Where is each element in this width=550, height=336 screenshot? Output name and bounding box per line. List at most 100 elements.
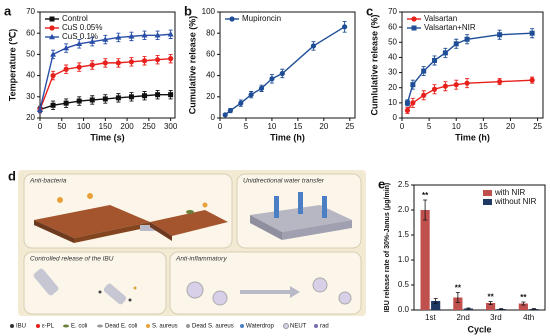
y-tick-label: 20 <box>206 92 215 101</box>
marker <box>76 98 82 104</box>
marker <box>497 32 503 38</box>
legend-label: S. aureus <box>152 324 178 330</box>
y-tick-label: 60 <box>388 22 397 31</box>
x-tick-label: 10 <box>452 122 461 131</box>
x-tick-label: 50 <box>57 122 66 131</box>
fiber <box>103 283 127 305</box>
legend-label: CuS 0.05% <box>62 23 102 32</box>
x-axis-label: Time (s) <box>90 132 124 142</box>
arrow <box>322 196 327 218</box>
arrow <box>274 196 279 218</box>
legend-label: Valsartan+NIR <box>424 23 476 32</box>
x-tick-label: 0 <box>218 122 223 131</box>
x-tick-label: 20 <box>506 122 515 131</box>
y-axis-label: Cumlulative release (%) <box>369 14 379 115</box>
bar <box>518 303 528 310</box>
y-tick-label: 70 <box>26 7 35 16</box>
marker <box>453 41 459 47</box>
legend-label: Waterdrop <box>246 324 274 330</box>
marker <box>310 43 317 49</box>
arrow <box>240 286 300 298</box>
panel-label: b <box>184 3 192 18</box>
legend-marker <box>411 16 417 22</box>
marker <box>142 93 148 99</box>
bar <box>486 303 496 310</box>
error-bar <box>488 301 493 305</box>
annotation: ** <box>455 284 462 293</box>
legend-marker <box>49 33 55 40</box>
marker <box>76 40 83 46</box>
y-tick-label: 2.5 <box>398 180 410 189</box>
series-line <box>224 26 345 116</box>
legend-label: ε-PL <box>42 324 55 330</box>
fabric <box>150 222 172 241</box>
x-tick-label: 250 <box>142 122 156 131</box>
y-tick-label: 30 <box>26 92 35 101</box>
legend-label: without NIR <box>494 197 537 206</box>
y-tick-label: 1.5 <box>398 230 410 239</box>
marker <box>453 82 459 88</box>
y-tick-label: 30 <box>388 68 397 77</box>
marker <box>167 31 174 37</box>
legend-label: IBU <box>16 324 26 330</box>
panel-label: c <box>366 3 373 18</box>
legend-swatch <box>483 199 492 205</box>
marker <box>432 57 438 63</box>
x-tick-label: 5 <box>244 122 249 131</box>
y-tick-label: 80 <box>206 28 215 37</box>
bacteria <box>87 193 93 199</box>
legend-icon <box>146 324 150 328</box>
y-tick-label: 60 <box>206 50 215 59</box>
box-title: Unidirectional water transfer <box>243 178 325 185</box>
error-bar <box>433 298 438 304</box>
y-axis-label: Temperature (℃) <box>7 29 17 101</box>
y-axis-label: Cumulative release (%) <box>187 16 197 115</box>
y-tick-label: 1.0 <box>398 255 410 264</box>
marker <box>421 92 427 98</box>
marker <box>410 82 416 88</box>
fabric <box>150 210 228 236</box>
y-axis-label: IBU release rate of 30%-Janus (μg/min) <box>384 183 391 313</box>
marker <box>258 85 265 91</box>
x-tick-label: 25 <box>345 122 354 131</box>
cell <box>212 290 228 306</box>
marker <box>50 102 56 108</box>
x-axis-label: Cycle <box>467 324 491 334</box>
legend-icon <box>283 323 289 329</box>
marker <box>442 83 448 89</box>
box-title: Anti-inflammatory <box>175 256 227 263</box>
y-tick-label: 40 <box>206 71 215 80</box>
marker <box>529 77 535 83</box>
marker <box>279 70 285 77</box>
bar <box>420 210 430 310</box>
panel-label: d <box>8 168 16 183</box>
panel-label: a <box>4 3 12 18</box>
annotation: ** <box>422 191 429 200</box>
error-bar <box>499 308 504 310</box>
panel-label: e <box>378 176 385 191</box>
x-axis-label: Time (h) <box>270 132 305 142</box>
x-tick-label: 300 <box>164 122 178 131</box>
marker <box>222 112 228 118</box>
annotation: ** <box>487 293 494 302</box>
x-tick-label: 1st <box>425 313 436 322</box>
bar <box>453 297 463 310</box>
marker <box>154 57 161 63</box>
marker <box>442 50 448 56</box>
fabric <box>250 215 282 240</box>
x-tick-label: 5 <box>427 122 432 131</box>
fabric <box>34 205 150 238</box>
bacteria <box>57 197 63 203</box>
marker <box>168 92 174 98</box>
box-title: Anti-bacteria <box>29 178 67 185</box>
marker <box>89 38 96 44</box>
marker <box>128 94 134 100</box>
marker <box>115 95 121 101</box>
x-tick-label: 150 <box>99 122 113 131</box>
legend-icon <box>36 324 40 328</box>
legend-label: Dead S. aureus <box>192 324 234 330</box>
x-tick-label: 15 <box>293 122 302 131</box>
legend-label: Dead E. coli <box>105 324 137 330</box>
x-tick-label: 2nd <box>456 313 469 322</box>
